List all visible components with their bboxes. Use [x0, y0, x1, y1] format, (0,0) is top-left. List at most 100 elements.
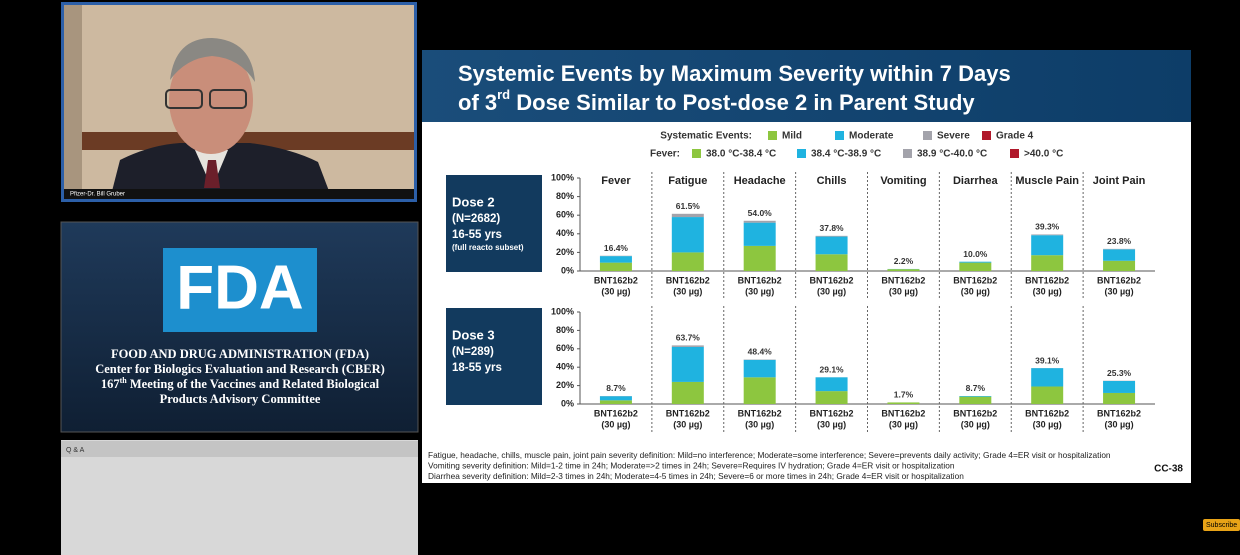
bar-segment	[815, 236, 848, 255]
bar-label: (30 µg)	[745, 419, 774, 429]
title-sup: rd	[497, 87, 510, 102]
bar-segment	[599, 400, 632, 404]
tie	[204, 160, 220, 188]
bar-segment	[1103, 392, 1136, 404]
value-label: 39.3%	[1035, 222, 1060, 232]
legend-swatch	[982, 131, 991, 140]
page-number: CC-38	[1154, 464, 1183, 475]
fda-text: 167th Meeting of the Vaccines and Relate…	[101, 376, 380, 391]
hair	[170, 38, 255, 82]
value-label: 10.0%	[963, 249, 988, 259]
legend-swatch	[1010, 149, 1019, 158]
legend-label: Severe	[937, 131, 970, 142]
bar-segment	[599, 256, 632, 263]
value-label: 2.2%	[894, 256, 914, 266]
bar-label: (30 µg)	[817, 286, 846, 296]
bar-label: BNT162b2	[666, 275, 710, 285]
slide-header	[422, 50, 1191, 122]
legend-label: Fever:	[650, 149, 680, 160]
title-part: Dose Similar to Post-dose 2 in Parent St…	[510, 90, 975, 115]
qa-title[interactable]: Q & A	[66, 447, 85, 454]
value-label: 61.5%	[676, 201, 701, 211]
bar-label: BNT162b2	[881, 408, 925, 418]
bar-segment	[599, 262, 632, 271]
bar-label: (30 µg)	[673, 419, 702, 429]
legend-label: Grade 4	[996, 131, 1034, 142]
bar-segment	[671, 252, 704, 271]
bar-label: (30 µg)	[673, 286, 702, 296]
bar-segment	[1103, 260, 1136, 271]
y-tick-label: 80%	[556, 191, 574, 201]
bar-segment	[671, 217, 704, 253]
footnote: Fatigue, headache, chills, muscle pain, …	[428, 450, 1111, 460]
bar-segment	[887, 269, 920, 271]
category-label: Headache	[734, 175, 786, 187]
bar-label: BNT162b2	[810, 408, 854, 418]
fda-text: Products Advisory Committee	[160, 392, 321, 406]
category-label: Muscle Pain	[1015, 175, 1079, 187]
legend-swatch	[903, 149, 912, 158]
value-label: 8.7%	[966, 383, 986, 393]
y-tick-label: 100%	[551, 172, 574, 182]
legend-label: 38.9 °C-40.0 °C	[917, 149, 987, 160]
y-tick-label: 40%	[556, 228, 574, 238]
bar-label: BNT162b2	[810, 275, 854, 285]
bar-label: (30 µg)	[601, 419, 630, 429]
legend-label: Systematic Events:	[660, 131, 752, 142]
bar-segment	[671, 381, 704, 404]
value-label: 37.8%	[820, 223, 845, 233]
panel-label-box	[446, 175, 542, 272]
value-label: 16.4%	[604, 243, 629, 253]
bar-segment	[599, 396, 632, 401]
bar-segment	[1031, 255, 1064, 271]
category-label: Diarrhea	[953, 175, 999, 187]
y-tick-label: 100%	[551, 306, 574, 316]
legend-label: 38.4 °C-38.9 °C	[811, 149, 881, 160]
slide-title: Systemic Events by Maximum Severity with…	[458, 61, 1011, 86]
value-label: 48.4%	[748, 347, 773, 357]
bar-segment	[671, 213, 704, 218]
category-label: Joint Pain	[1093, 175, 1146, 187]
bar-segment	[743, 222, 776, 246]
value-label: 23.8%	[1107, 236, 1132, 246]
bar-label: (30 µg)	[817, 419, 846, 429]
category-label: Fever	[601, 175, 631, 187]
panel-label: Dose 3	[452, 327, 495, 342]
subscribe-button[interactable]	[1203, 519, 1240, 531]
bar-segment	[671, 345, 704, 347]
bar-label: (30 µg)	[1104, 286, 1133, 296]
legend-label: Moderate	[849, 131, 894, 142]
bar-label: (30 µg)	[745, 286, 774, 296]
bar-segment	[743, 220, 776, 223]
bar-label: (30 µg)	[889, 286, 918, 296]
fda-text: Center for Biologics Evaluation and Rese…	[95, 362, 385, 376]
value-label: 8.7%	[606, 383, 626, 393]
bar-segment	[815, 254, 848, 271]
y-tick-label: 60%	[556, 343, 574, 353]
bar-label: BNT162b2	[1025, 275, 1069, 285]
bar-segment	[1103, 381, 1136, 393]
video-panel: Pfizer-Dr. Bill Gruber	[61, 2, 417, 202]
bar-label: BNT162b2	[594, 408, 638, 418]
value-label: 63.7%	[676, 333, 701, 343]
bar-label: BNT162b2	[666, 408, 710, 418]
meeting-text: Meeting of the Vaccines and Related Biol…	[127, 377, 380, 391]
bar-label: (30 µg)	[961, 286, 990, 296]
legend-swatch	[692, 149, 701, 158]
slide-title: of 3rd Dose Similar to Post-dose 2 in Pa…	[458, 87, 975, 114]
category-label: Vomiting	[880, 175, 926, 187]
fda-logo-box	[163, 248, 317, 332]
wood-rail	[64, 132, 414, 150]
subscribe-label[interactable]: Subscribe	[1206, 522, 1237, 529]
bar-segment	[1103, 249, 1136, 261]
bar-label: BNT162b2	[738, 408, 782, 418]
bar-label: (30 µg)	[1104, 419, 1133, 429]
bar-label: (30 µg)	[961, 419, 990, 429]
bar-segment	[1031, 368, 1064, 387]
y-tick-label: 0%	[561, 265, 574, 275]
bar-segment	[743, 359, 776, 378]
caption-bar	[64, 189, 414, 199]
bar-segment	[959, 396, 992, 404]
fda-panel: FDA FOOD AND DRUG ADMINISTRATION (FDA) C…	[60, 221, 419, 433]
